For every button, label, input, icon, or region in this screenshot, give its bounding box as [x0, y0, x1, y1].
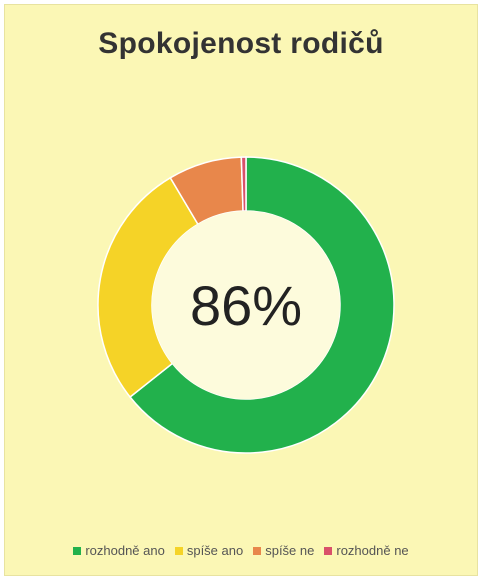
- legend-label: spíše ne: [265, 543, 315, 558]
- legend-label: rozhodně ano: [85, 543, 165, 558]
- chart-card: Spokojenost rodičů 86% rozhodně ano spíš…: [4, 4, 478, 576]
- legend-item-spise-ne: spíše ne: [253, 543, 314, 558]
- legend-label: spíše ano: [186, 543, 244, 558]
- legend-swatch-icon: [73, 546, 82, 555]
- legend-item-spise-ano: spíše ano: [174, 543, 244, 558]
- legend-swatch-icon: [324, 546, 333, 555]
- legend-swatch-icon: [253, 546, 262, 555]
- chart-legend: rozhodně ano spíše ano spíše ne rozhodně…: [5, 543, 477, 558]
- legend-swatch-icon: [174, 546, 183, 555]
- legend-label: rozhodně ne: [336, 543, 409, 558]
- donut-hole: [152, 211, 340, 399]
- donut-slice-3: [240, 156, 247, 212]
- legend-item-rozhodne-ano: rozhodně ano: [73, 543, 165, 558]
- donut-chart: 86%: [97, 156, 395, 454]
- legend-item-rozhodne-ne: rozhodně ne: [324, 543, 409, 558]
- center-percentage-label: 86%: [190, 274, 302, 337]
- chart-title: Spokojenost rodičů: [98, 27, 384, 60]
